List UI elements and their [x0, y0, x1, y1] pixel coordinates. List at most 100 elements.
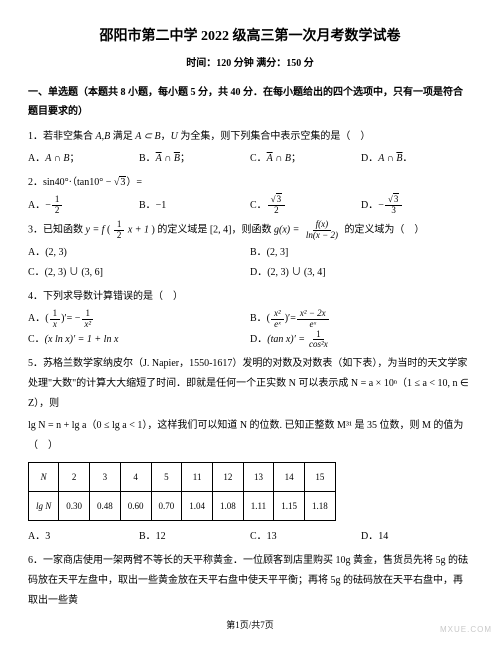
q3-optD: D．(2, 3) ∪ (3, 4] [250, 263, 472, 283]
q5-th-8: 14 [274, 463, 305, 492]
q4-optA-lhs-num: 1 [50, 309, 61, 320]
q5-td-1: 0.30 [59, 492, 90, 521]
q4-optC-body: (x ln x)′ = 1 + ln x [45, 330, 119, 350]
q5-td-0: lg N [29, 492, 59, 521]
q2-optA-label: A． [28, 196, 45, 216]
q3-gfrac: f(x)ln(x − 2) [303, 220, 341, 241]
q2-optC: C． 32 [250, 195, 361, 216]
q5-th-2: 3 [90, 463, 121, 492]
q2-optD: D． − 33 [361, 195, 472, 216]
q1-options: A．A ∩ B； B．A ∩ B； C．A ∩ B； D．A ∩ B． [28, 149, 472, 169]
q3-argfrac: 12 [114, 220, 125, 241]
q5-mid: lg N = n + lg a（0 ≤ lg a < 1），这样我们可以知道 N… [28, 416, 472, 456]
q2-optC-label: C． [250, 196, 267, 216]
q6-text: 6．一家商店使用一架两臂不等长的天平称黄金．一位顾客到店里购买 10g 黄金，售… [28, 551, 472, 611]
q1-optC-math: A ∩ B [267, 149, 291, 169]
q1-after: 为全集，则下列集合中表示空集的是（ ） [178, 131, 371, 142]
q4-options: A． ( 1x )′ = − 1x² B． ( x²eˣ )′ = x² − 2… [28, 309, 472, 351]
watermark: MXUE.COM [440, 623, 492, 637]
q3-tail: 的定义域为（ ） [344, 225, 424, 236]
q4-optB-label: B． [250, 309, 267, 329]
q2-optA-prefix: − [45, 196, 51, 216]
q1-optA-math: A ∩ B [45, 149, 69, 169]
q2-optD-frac: 33 [385, 195, 402, 216]
q4-optA-rhs: 1x² [81, 309, 94, 330]
q4-optB-lhs-num: x² [271, 309, 284, 320]
q1-optC-label: C． [250, 149, 267, 169]
question-6: 6．一家商店使用一架两臂不等长的天平称黄金．一位顾客到店里购买 10g 黄金，售… [28, 551, 472, 611]
q5-th-4: 5 [151, 463, 182, 492]
question-3: 3．已知函数 y = f ( 12 x + 1 ) 的定义域是 [2, 4]，则… [28, 220, 472, 283]
q2-optC-den: 2 [271, 206, 282, 216]
q4-optA-label: A． [28, 309, 45, 329]
q5-td-5: 1.04 [182, 492, 213, 521]
q5-options: A．3 B．12 C．13 D．14 [28, 527, 472, 547]
q1-mid: 满足 [110, 131, 135, 142]
q5-th-6: 12 [213, 463, 244, 492]
q5-th-1: 2 [59, 463, 90, 492]
q5-th-7: 13 [243, 463, 273, 492]
q5-td-4: 0.70 [151, 492, 182, 521]
q4-optC-label: C． [28, 330, 45, 350]
page-subtitle: 时间：120 分钟 满分：150 分 [28, 55, 472, 73]
q4-optA-lhs-den: x [50, 320, 60, 330]
q2-optA: A． − 12 [28, 195, 139, 216]
q4-optA-lp: ( [45, 309, 48, 329]
q4-text: 4．下列求导数计算错误的是（ ） [28, 287, 472, 307]
q3-g-den: ln(x − 2) [303, 231, 341, 241]
q5-td-6: 1.08 [213, 492, 244, 521]
q2-optB: B． −1 [139, 195, 250, 216]
q4-optB-rhs: x² − 2xeˣ [297, 309, 329, 330]
q4-optB-lp: ( [267, 309, 270, 329]
q1-text: 1．若非空集合 A,B 满足 A ⊂ B，U 为全集，则下列集合中表示空集的是（… [28, 127, 472, 147]
q3-rparen: ) [152, 225, 155, 236]
q3-optB: B．(2, 3] [250, 243, 472, 263]
q2-optB-val: −1 [156, 196, 167, 216]
q2-options: A． − 12 B． −1 C． 32 D． − 33 [28, 195, 472, 216]
q5-td-7: 1.11 [243, 492, 273, 521]
q5-table: N 2 3 4 5 11 12 13 14 15 lg N 0.30 0.48 … [28, 462, 336, 521]
q4-optB-rhs-num: x² − 2x [297, 309, 329, 320]
q5-optC: C．13 [250, 527, 361, 547]
q4-optB-eq: = [290, 309, 296, 329]
q4-optB-lhs: x²eˣ [271, 309, 284, 330]
question-2: 2．sin40°·（tan10° − 3）= A． − 12 B． −1 C． … [28, 173, 472, 216]
q1-optD: D．A ∩ B． [361, 149, 472, 169]
q1-u: U [171, 131, 178, 142]
q4-optD-frac: 1cos²x [306, 330, 331, 351]
q5-table-header-row: N 2 3 4 5 11 12 13 14 15 [29, 463, 336, 492]
section1-head: 一、单选题（本题共 8 小题，每小题 5 分，共 40 分．在每小题给出的四个选… [28, 83, 472, 121]
q5-td-9: 1.18 [304, 492, 335, 521]
q3-pre: 3．已知函数 [28, 225, 86, 236]
q5-td-2: 0.48 [90, 492, 121, 521]
q5-td-3: 0.60 [120, 492, 151, 521]
q1-optA-label: A． [28, 149, 45, 169]
q5-th-0: N [29, 463, 59, 492]
q5-optD: D．14 [361, 527, 472, 547]
q1-optD-label: D． [361, 149, 378, 169]
q4-optD-lhs: (tan x)′ = [267, 330, 305, 350]
q2-optD-den: 3 [388, 206, 399, 216]
q2-optD-label: D． [361, 196, 378, 216]
q3-argtail: x + 1 [128, 225, 149, 236]
q3-mid: 的定义域是 [2, 4]，则函数 [157, 225, 274, 236]
q1-optC: C．A ∩ B； [250, 149, 361, 169]
q5-th-9: 15 [304, 463, 335, 492]
q2-optB-label: B． [139, 196, 156, 216]
q4-optA-rhs-den: x² [81, 320, 94, 330]
q3-text: 3．已知函数 y = f ( 12 x + 1 ) 的定义域是 [2, 4]，则… [28, 220, 472, 241]
q5-table-data-row: lg N 0.30 0.48 0.60 0.70 1.04 1.08 1.11 … [29, 492, 336, 521]
q4-optA-eq: = − [67, 309, 81, 329]
page-footer: 第1页/共7页 [28, 617, 472, 633]
q4-optC: C． (x ln x)′ = 1 + ln x [28, 330, 250, 351]
q4-optD: D． (tan x)′ = 1cos²x [250, 330, 472, 351]
q2-optD-prefix: − [378, 196, 384, 216]
q1-optA: A．A ∩ B； [28, 149, 139, 169]
q5-optB: B．12 [139, 527, 250, 547]
q1-ab: A,B [96, 131, 111, 142]
q1-pre: 1．若非空集合 [28, 131, 96, 142]
question-1: 1．若非空集合 A,B 满足 A ⊂ B，U 为全集，则下列集合中表示空集的是（… [28, 127, 472, 169]
q2-optC-frac: 32 [268, 195, 285, 216]
q1-optB: B．A ∩ B； [139, 149, 250, 169]
q3-g: g(x) = [274, 225, 299, 236]
